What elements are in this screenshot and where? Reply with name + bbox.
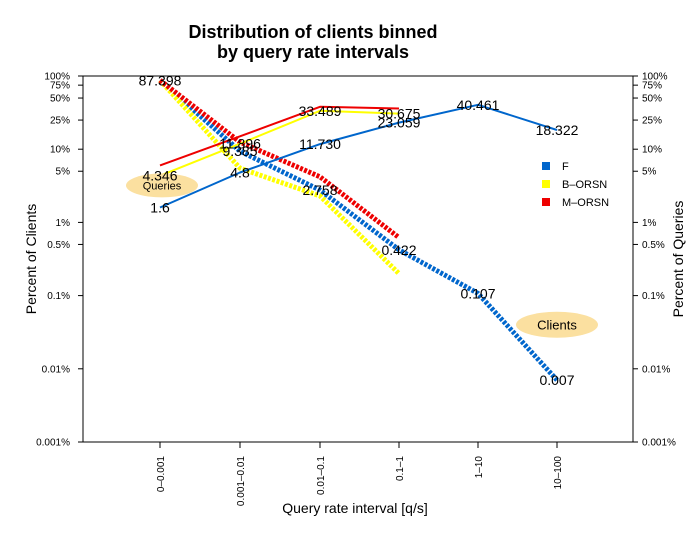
annotation-clients-ellipse (516, 311, 598, 338)
left-y-tick-label: 0.01% (42, 364, 70, 375)
x-axis: 0–0.001 0.001–0.01 0.01–0.1 0.1–1 1–10 10–100 (156, 442, 564, 506)
data-label: 1.6 (150, 199, 170, 215)
chart-title: Distribution of clients binned by query … (189, 22, 438, 62)
data-label: 11.730 (299, 136, 341, 152)
annotation-queries-ellipse (126, 173, 198, 198)
legend-swatch-b-orsn (542, 180, 550, 188)
chart-title-line-1: Distribution of clients binned (189, 22, 438, 42)
right-y-tick-label: 0.1% (642, 291, 665, 302)
data-label: 4.346 (142, 168, 177, 184)
data-label: 0.007 (539, 372, 574, 388)
series-f-clients-line (159, 103, 558, 209)
series-f-queries-line (158, 78, 559, 382)
right-y-tick-label: 0.001% (642, 438, 676, 449)
annotation-queries-label: Queries (143, 180, 182, 192)
left-y-tick-label: 0.1% (47, 291, 70, 302)
left-y-tick-label: 0.001% (36, 438, 70, 449)
left-y-tick-label: 100% (44, 72, 70, 83)
x-tick-label: 0.01–0.1 (316, 456, 327, 495)
legend-swatch-m-orsn (542, 198, 550, 206)
series-layer (158, 78, 559, 382)
data-label: 9.385 (222, 143, 257, 159)
x-tick-label: 0.001–0.01 (236, 456, 247, 506)
data-label: 30.675 (378, 106, 421, 122)
left-y-tick-label: 50% (50, 94, 70, 105)
legend-label-b-orsn: B–ORSN (562, 179, 607, 191)
right-y-tick-label: 0.5% (642, 240, 665, 251)
series-b-orsn-queries-line (158, 78, 401, 276)
right-y-tick-label: 1% (642, 218, 657, 229)
x-tick-label: 10–100 (553, 456, 564, 490)
x-axis-title: Query rate interval [q/s] (282, 500, 428, 516)
legend: F B–ORSN M–ORSN (542, 161, 609, 209)
x-tick-label: 0–0.001 (156, 456, 167, 493)
data-label: 11.896 (219, 136, 261, 152)
right-y-axis-title: Percent of Queries (670, 201, 686, 318)
legend-swatch-f (542, 162, 550, 170)
data-label: 18.322 (536, 122, 579, 138)
data-label: 33.489 (299, 103, 342, 119)
series-b-orsn-clients-line (159, 109, 400, 177)
left-y-tick-label: 25% (50, 116, 70, 127)
right-y-tick-label: 75% (642, 81, 662, 92)
left-y-tick-label: 5% (56, 167, 71, 178)
data-label: 0.422 (381, 242, 416, 258)
data-label: 23.059 (378, 115, 421, 131)
annotation-clients-label: Clients (537, 318, 577, 333)
legend-label-m-orsn: M–ORSN (562, 197, 609, 209)
data-label: 4.8 (230, 165, 250, 181)
right-y-tick-label: 5% (642, 167, 657, 178)
chart-title-line-2: by query rate intervals (217, 42, 409, 62)
x-tick-label: 1–10 (474, 456, 485, 479)
legend-label-f: F (562, 161, 569, 173)
x-tick-label: 0.1–1 (395, 456, 406, 481)
right-y-tick-label: 25% (642, 116, 662, 127)
series-m-orsn-clients-line (159, 105, 400, 167)
plot-frame (82, 75, 634, 443)
right-y-tick-label: 10% (642, 145, 662, 156)
annotation-layer: Queries Clients (126, 173, 598, 338)
data-label: 2.758 (302, 182, 337, 198)
right-y-tick-label: 50% (642, 94, 662, 105)
left-y-tick-label: 0.5% (47, 240, 70, 251)
data-label: 0.107 (460, 285, 495, 301)
right-y-tick-label: 0.01% (642, 364, 670, 375)
right-y-axis: 100%75% 50% 25% 10% 5% 1% 0.5% 0.1% 0.01% 0.001% (633, 72, 676, 449)
left-y-axis: 100%75% 50% 25% 10% 5% 1% 0.5% 0.1% 0.01% 0.001% (36, 72, 83, 449)
left-y-axis-title: Percent of Clients (23, 204, 39, 315)
series-m-orsn-queries-line (158, 78, 401, 240)
right-y-tick-label: 100% (642, 72, 668, 83)
data-label: 40.461 (457, 97, 500, 113)
left-y-tick-label: 75% (50, 81, 70, 92)
data-label: 87.398 (139, 72, 182, 88)
left-y-tick-label: 10% (50, 145, 70, 156)
left-y-tick-label: 1% (56, 218, 71, 229)
